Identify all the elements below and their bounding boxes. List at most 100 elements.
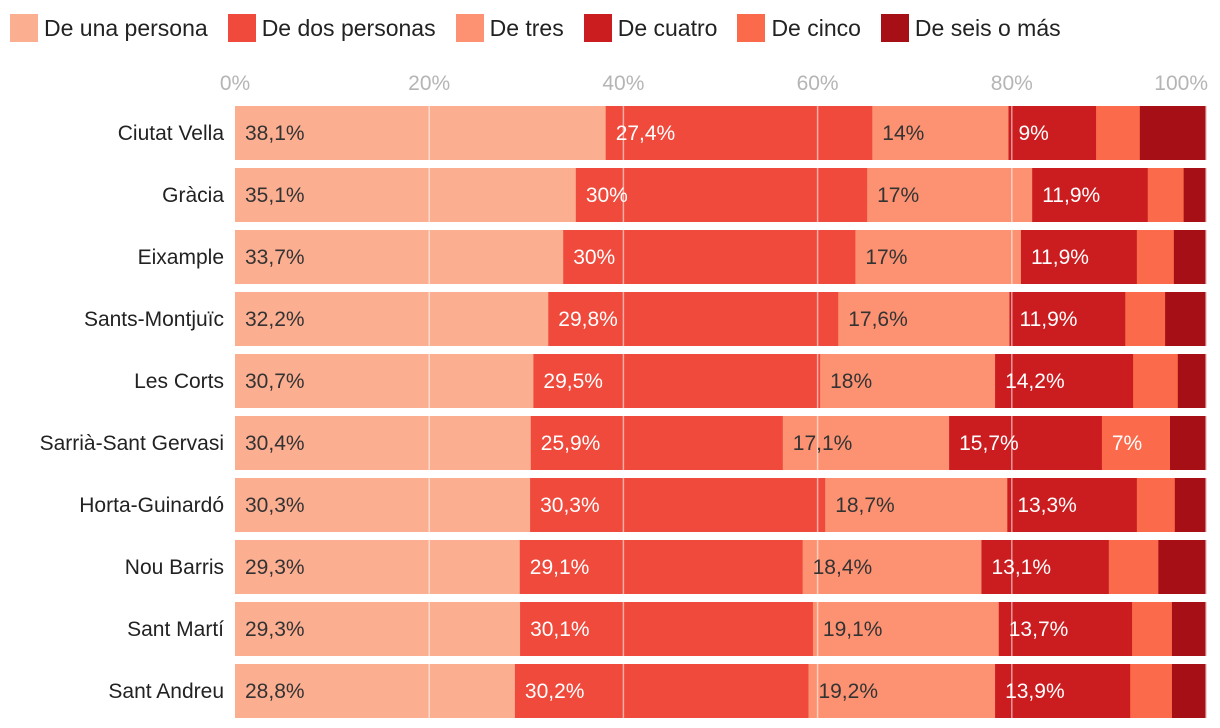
bar-ciutat-vella-de-cinco (1096, 106, 1141, 160)
bar-gracia-de-tres (867, 168, 1033, 222)
bar-ciutat-vella-de-dos-personas (605, 106, 873, 160)
category-label: Sants-Montjuïc (84, 308, 224, 331)
bar-nou-barris-de-una-persona (235, 540, 521, 594)
data-label: 30,3% (245, 494, 305, 517)
category-label: Nou Barris (125, 556, 224, 579)
bar-sants-montjuic-de-cinco (1125, 292, 1166, 346)
legend-swatch (583, 14, 612, 42)
legend-swatch (880, 14, 909, 42)
data-label: 27,4% (616, 122, 676, 145)
legend-item-de-una-persona: De una persona (10, 14, 208, 42)
data-label: 29,8% (558, 308, 618, 331)
legend-swatch (227, 14, 256, 42)
bar-nou-barris-de-cinco (1108, 540, 1159, 594)
bar-sant-marti-de-dos-personas (520, 602, 814, 656)
bar-eixample-de-una-persona (235, 230, 564, 284)
x-tick-label: 40% (602, 72, 644, 95)
bar-ciutat-vella-de-cuatro (1008, 106, 1097, 160)
data-label: 9% (1018, 122, 1048, 145)
data-label: 30,3% (540, 494, 600, 517)
data-label: 33,7% (245, 246, 305, 269)
x-tick-label: 80% (991, 72, 1033, 95)
bar-sant-marti-de-tres (812, 602, 1000, 656)
bar-sant-andreu-de-cuatro (995, 664, 1131, 718)
legend-swatch (455, 14, 484, 42)
bar-sants-montjuic-de-una-persona (235, 292, 549, 346)
data-label: 17% (877, 184, 919, 207)
data-label: 30,2% (525, 680, 585, 703)
bar-sant-andreu-de-seis-o-mas (1171, 664, 1207, 718)
bar-gracia-de-dos-personas (575, 168, 868, 222)
bar-ciutat-vella-de-tres (872, 106, 1009, 160)
bars-group (235, 106, 1207, 718)
data-label: 32,2% (245, 308, 305, 331)
data-label: 13,3% (1017, 494, 1077, 517)
bar-sants-montjuic-de-dos-personas (548, 292, 839, 346)
data-label: 30% (573, 246, 615, 269)
bar-horta-guinardo-de-seis-o-mas (1174, 478, 1207, 532)
data-label: 11,9% (1042, 184, 1100, 207)
bar-nou-barris-de-tres (802, 540, 982, 594)
legend-label: De dos personas (261, 14, 436, 41)
legend-item-de-seis-o-mas: De seis o más (880, 14, 1061, 42)
bar-sant-marti-de-una-persona (235, 602, 521, 656)
legend-item-de-dos-personas: De dos personas (227, 14, 436, 42)
x-tick-label: 20% (408, 72, 450, 95)
bar-nou-barris-de-dos-personas (519, 540, 804, 594)
bar-sarria-sant-gervasi-de-cinco (1101, 416, 1171, 470)
x-tick-label: 60% (797, 72, 839, 95)
category-label: Horta-Guinardó (79, 494, 224, 517)
category-label: Sarrià-Sant Gervasi (40, 432, 224, 455)
data-label: 11,9% (1019, 308, 1077, 331)
data-label: 30% (586, 184, 628, 207)
data-label: 29,3% (245, 556, 305, 579)
legend-label: De cuatro (617, 14, 718, 41)
data-label: 18% (830, 370, 872, 393)
legend-item-de-tres: De tres (455, 14, 564, 42)
data-label: 28,8% (245, 680, 305, 703)
bar-sarria-sant-gervasi-de-tres (782, 416, 950, 470)
bar-gracia-de-una-persona (235, 168, 577, 222)
bar-sant-marti-de-cinco (1132, 602, 1173, 656)
bar-eixample-de-cuatro (1020, 230, 1138, 284)
legend-label: De seis o más (914, 14, 1061, 41)
bar-sarria-sant-gervasi-de-una-persona (235, 416, 532, 470)
data-label: 14% (882, 122, 924, 145)
bar-nou-barris-de-cuatro (981, 540, 1110, 594)
data-label: 38,1% (245, 122, 305, 145)
bar-horta-guinardo-de-cinco (1136, 478, 1176, 532)
legend-label: De cinco (771, 14, 861, 41)
data-label: 35,1% (245, 184, 305, 207)
category-label: Gràcia (162, 184, 224, 207)
bar-les-corts-de-cinco (1133, 354, 1179, 408)
bar-eixample-de-dos-personas (563, 230, 856, 284)
bar-horta-guinardo-de-cuatro (1007, 478, 1138, 532)
data-label: 7% (1112, 432, 1142, 455)
bar-sant-andreu-de-una-persona (235, 664, 516, 718)
data-label: 29,5% (543, 370, 603, 393)
data-label: 19,2% (818, 680, 878, 703)
data-label: 29,3% (245, 618, 305, 641)
data-label: 19,1% (823, 618, 883, 641)
data-labels-group: 38,1% 27,4% 14% 9% 35,1% 30% 17% 11,9% 33,7% 30% 1… (245, 122, 1142, 703)
data-label: 17,6% (848, 308, 908, 331)
bar-ciutat-vella-de-una-persona (235, 106, 607, 160)
data-label: 13,7% (1009, 618, 1069, 641)
x-tick-label: 100% (1154, 72, 1208, 95)
bar-eixample-de-seis-o-mas (1173, 230, 1207, 284)
data-label: 15,7% (959, 432, 1019, 455)
legend-label: De una persona (44, 14, 208, 41)
bar-horta-guinardo-de-una-persona (235, 478, 531, 532)
bar-gracia-de-cinco (1147, 168, 1185, 222)
bar-sarria-sant-gervasi-de-cuatro (949, 416, 1103, 470)
bar-sant-andreu-de-dos-personas (514, 664, 809, 718)
legend-swatch (737, 14, 766, 42)
bar-gracia-de-seis-o-mas (1183, 168, 1207, 222)
bar-ciutat-vella-de-seis-o-mas (1139, 106, 1207, 160)
data-label: 30,7% (245, 370, 305, 393)
data-label: 13,9% (1005, 680, 1065, 703)
data-label: 11,9% (1031, 246, 1089, 269)
gridlines (428, 98, 1207, 718)
category-label: Les Corts (134, 370, 224, 393)
legend-item-de-cuatro: De cuatro (583, 14, 718, 42)
